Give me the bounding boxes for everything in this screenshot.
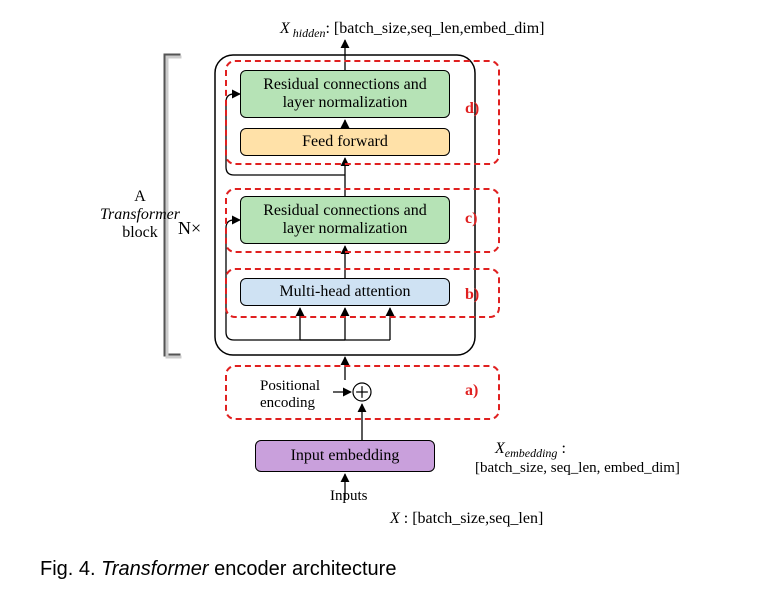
multihead-attention-label: Multi-head attention xyxy=(279,283,410,301)
residual-norm-1-label: Residual connections andlayer normalizat… xyxy=(263,202,427,237)
annotation-d: d) xyxy=(465,100,479,118)
annotation-b: b) xyxy=(465,286,479,304)
figure-caption: Fig. 4. Transformer encoder architecture xyxy=(40,558,396,581)
x-hidden-label: X hidden: [batch_size,seq_len,embed_dim] xyxy=(280,20,545,41)
x-embedding-shape-label: [batch_size, seq_len, embed_dim] xyxy=(475,460,680,477)
residual-norm-2-box: Residual connections andlayer normalizat… xyxy=(240,70,450,118)
x-embedding-label: Xembedding : xyxy=(495,440,566,461)
transformer-block-label: ATransformerblock xyxy=(95,188,185,242)
feed-forward-box: Feed forward xyxy=(240,128,450,156)
inputs-label: Inputs xyxy=(330,488,368,505)
positional-encoding-label: Positionalencoding xyxy=(260,378,340,412)
annotation-c: c) xyxy=(465,210,477,228)
feed-forward-label: Feed forward xyxy=(302,133,388,151)
multihead-attention-box: Multi-head attention xyxy=(240,278,450,306)
residual-norm-2-label: Residual connections andlayer normalizat… xyxy=(263,76,427,111)
x-input-label: X : [batch_size,seq_len] xyxy=(390,510,543,528)
residual-norm-1-box: Residual connections andlayer normalizat… xyxy=(240,196,450,244)
input-embedding-box: Input embedding xyxy=(255,440,435,472)
input-embedding-label: Input embedding xyxy=(291,447,400,465)
annotation-a: a) xyxy=(465,382,478,400)
